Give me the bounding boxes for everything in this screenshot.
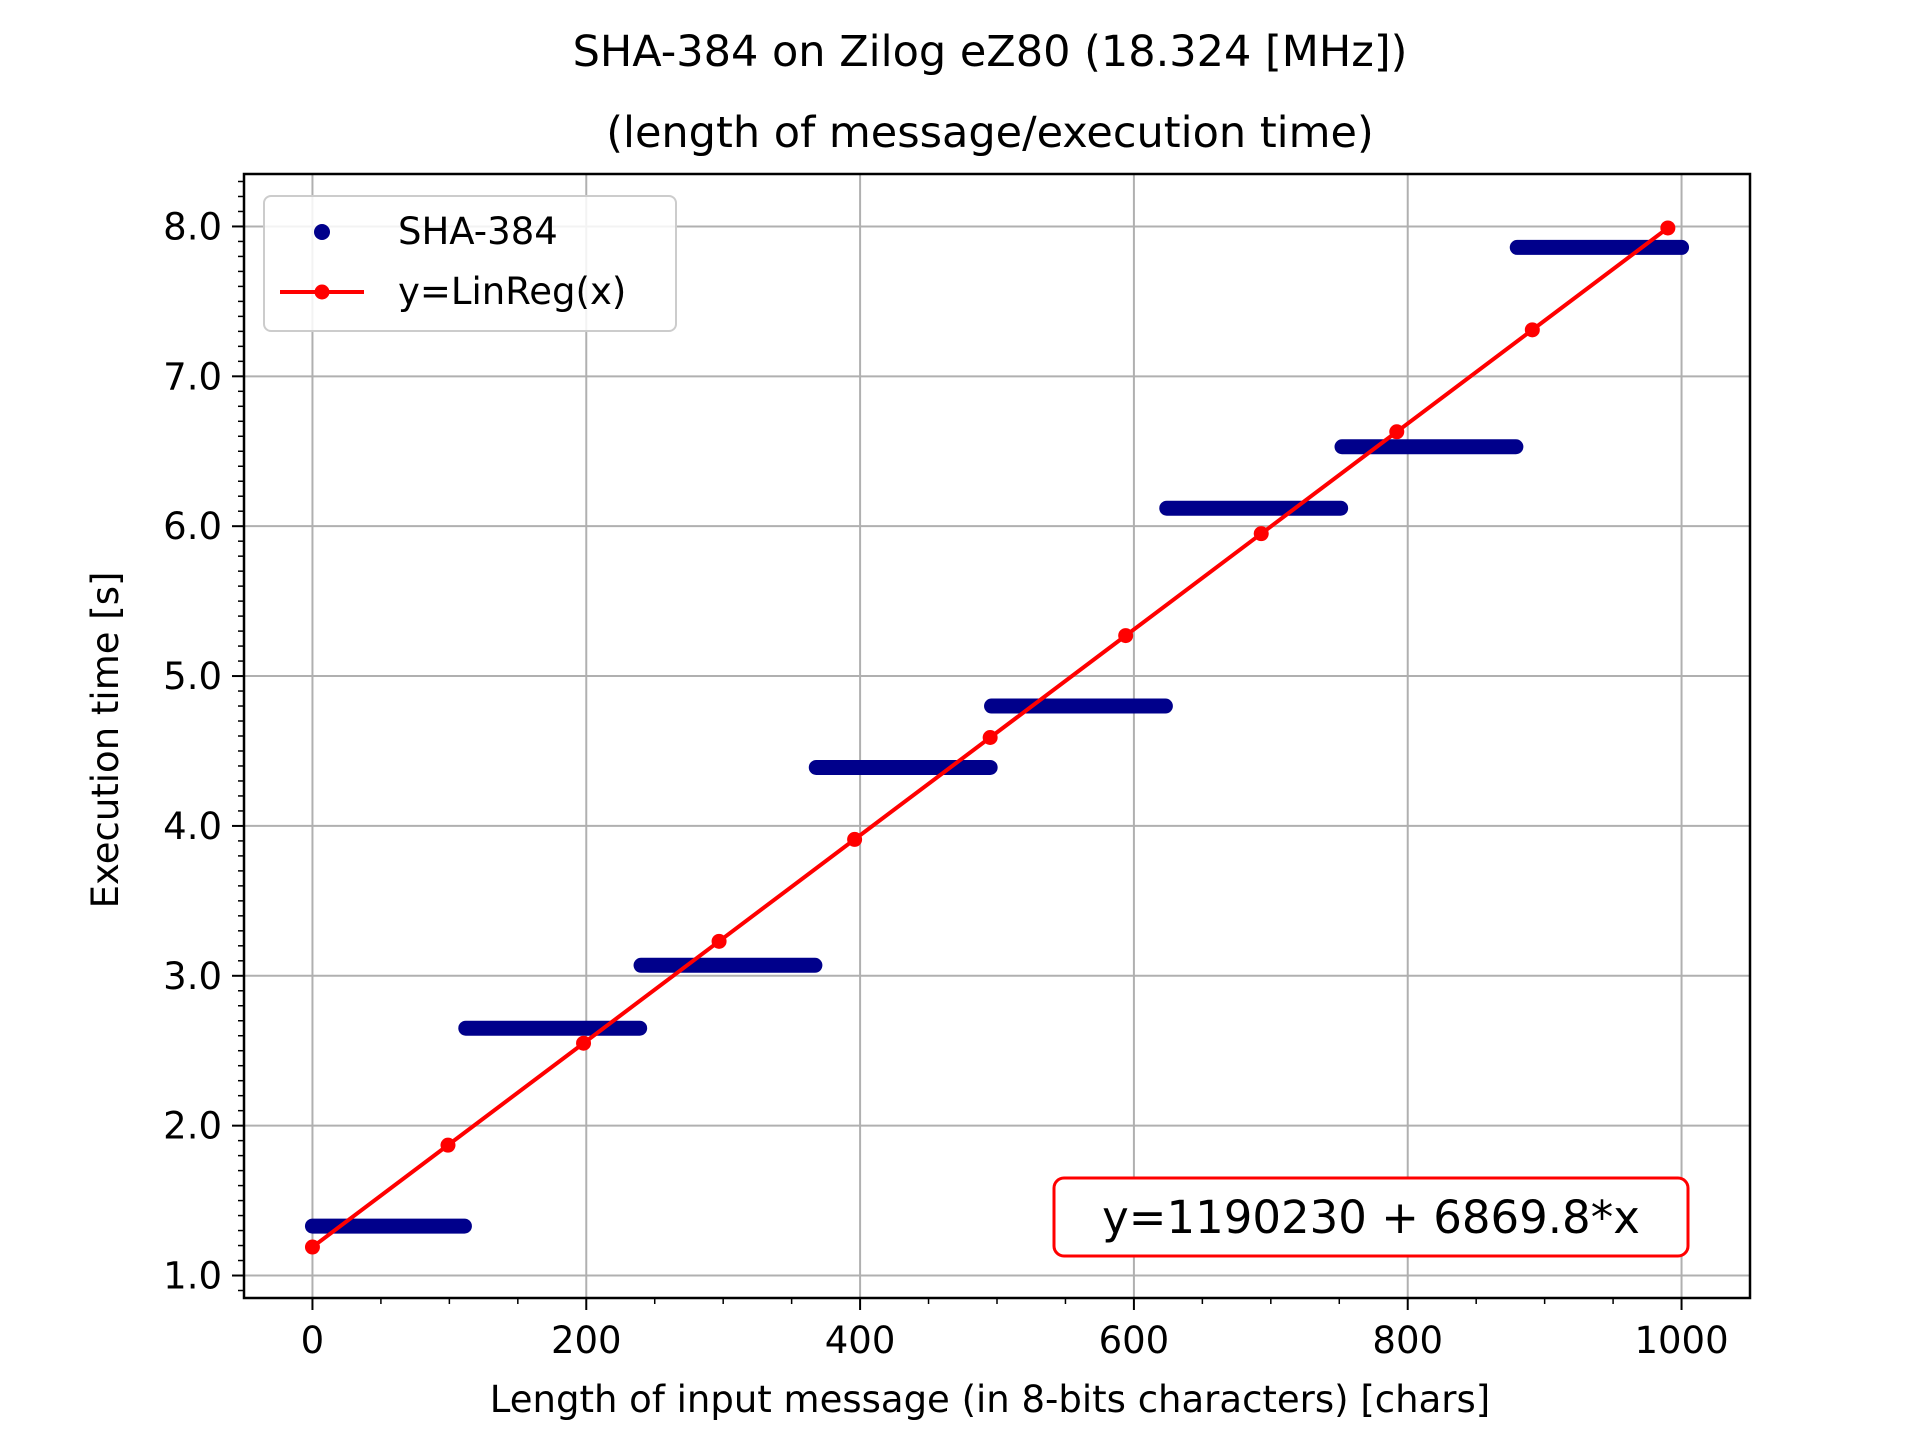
x-tick-label: 600 (1099, 1319, 1170, 1362)
y-tick-label: 6.0 (163, 505, 222, 548)
x-tick-label: 400 (825, 1319, 896, 1362)
annotation-box (1052, 1176, 1690, 1258)
linreg-point (1118, 628, 1134, 644)
y-tick-label: 3.0 (163, 955, 222, 998)
linreg-point (1660, 220, 1676, 236)
linreg-point (304, 1239, 320, 1255)
legend-marker-sha384 (314, 224, 330, 240)
linreg-point (847, 831, 863, 847)
x-axis-label: Length of input message (in 8-bits chara… (490, 1378, 1490, 1421)
x-tick-label: 1000 (1634, 1319, 1728, 1362)
chart-title: SHA-384 on Zilog eZ80 (18.324 [MHz]) (573, 27, 1408, 77)
legend-label-sha384: SHA-384 (398, 210, 558, 253)
y-tick-label: 5.0 (163, 655, 222, 698)
x-tick-label: 800 (1372, 1319, 1443, 1362)
annotation-text: y=1190230 + 6869.8*x (1102, 1191, 1640, 1244)
chart-subtitle: (length of message/execution time) (606, 108, 1374, 158)
y-tick-label: 2.0 (163, 1105, 222, 1148)
y-tick-label: 1.0 (163, 1255, 222, 1298)
legend-box (263, 195, 677, 332)
regression-annotation: y=1190230 + 6869.8*x (1052, 1176, 1690, 1258)
x-tick-label: 0 (301, 1319, 325, 1362)
linreg-point (576, 1035, 592, 1051)
linreg-point (711, 933, 727, 949)
linreg-point (1389, 424, 1405, 440)
linreg-point (982, 729, 998, 745)
linreg-point (440, 1137, 456, 1153)
plot-data (304, 220, 1690, 1255)
y-tick-label: 8.0 (163, 205, 222, 248)
legend-label-linreg: y=LinReg(x) (398, 270, 626, 313)
y-tick-label: 7.0 (163, 355, 222, 398)
legend-marker-linreg (314, 284, 330, 300)
x-tick-label: 200 (551, 1319, 622, 1362)
y-axis-label: Execution time [s] (84, 572, 127, 909)
grid (244, 174, 1750, 1298)
axis-ticks: 0 200 400 600 800 1000 1.0 2.0 3.0 4.0 5.0 6.0 7.0 8.… (163, 180, 1729, 1362)
linreg-point (1524, 322, 1540, 338)
y-tick-label: 4.0 (163, 805, 222, 848)
legend: SHA-384 y=LinReg(x) (263, 195, 677, 332)
linreg-point (1253, 526, 1269, 542)
